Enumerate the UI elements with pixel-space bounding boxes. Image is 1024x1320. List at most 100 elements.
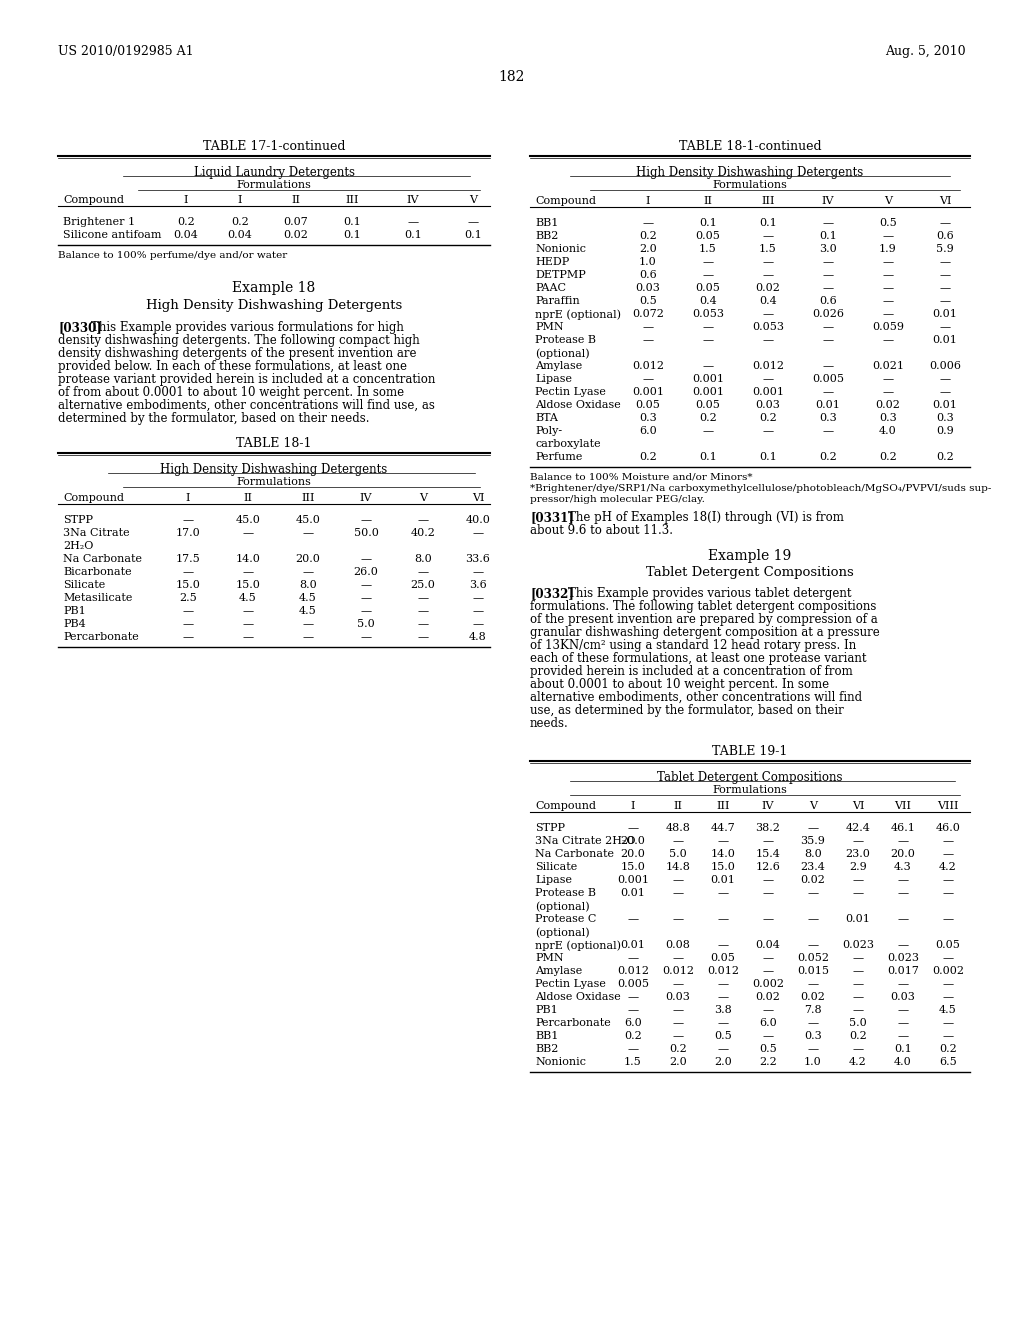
Text: 0.012: 0.012: [752, 360, 784, 371]
Text: Formulations: Formulations: [713, 180, 787, 190]
Text: —: —: [763, 231, 773, 242]
Text: 45.0: 45.0: [236, 515, 260, 525]
Text: —: —: [628, 1005, 639, 1015]
Text: Tablet Detergent Compositions: Tablet Detergent Compositions: [657, 771, 843, 784]
Text: —: —: [822, 282, 834, 293]
Text: —: —: [628, 1044, 639, 1053]
Text: —: —: [883, 231, 894, 242]
Text: Aldose Oxidase: Aldose Oxidase: [535, 993, 621, 1002]
Text: —: —: [673, 1018, 684, 1028]
Text: —: —: [182, 632, 194, 642]
Text: This Example provides various formulations for high: This Example provides various formulatio…: [91, 321, 403, 334]
Text: 0.03: 0.03: [756, 400, 780, 411]
Text: of the present invention are prepared by compression of a: of the present invention are prepared by…: [530, 612, 878, 626]
Text: 0.1: 0.1: [759, 451, 777, 462]
Text: alternative embodiments, other concentrations will find use, as: alternative embodiments, other concentra…: [58, 399, 435, 412]
Text: 0.1: 0.1: [699, 218, 717, 228]
Text: 5.9: 5.9: [936, 244, 954, 253]
Text: 0.026: 0.026: [812, 309, 844, 319]
Text: Formulations: Formulations: [237, 180, 311, 190]
Text: 6.5: 6.5: [939, 1057, 956, 1067]
Text: —: —: [763, 966, 773, 975]
Text: 0.015: 0.015: [797, 966, 829, 975]
Text: 0.05: 0.05: [695, 282, 721, 293]
Text: DETPMP: DETPMP: [535, 271, 586, 280]
Text: —: —: [418, 568, 429, 577]
Text: 0.5: 0.5: [714, 1031, 732, 1041]
Text: III: III: [761, 195, 775, 206]
Text: 14.8: 14.8: [666, 862, 690, 873]
Text: 0.6: 0.6: [639, 271, 656, 280]
Text: —: —: [808, 888, 818, 898]
Text: —: —: [718, 979, 728, 989]
Text: —: —: [628, 953, 639, 964]
Text: about 9.6 to about 11.3.: about 9.6 to about 11.3.: [530, 524, 673, 537]
Text: 0.012: 0.012: [632, 360, 664, 371]
Text: —: —: [718, 913, 728, 924]
Text: 2.5: 2.5: [179, 593, 197, 603]
Text: 0.1: 0.1: [894, 1044, 912, 1053]
Text: VI: VI: [939, 195, 951, 206]
Text: —: —: [852, 953, 863, 964]
Text: —: —: [763, 1031, 773, 1041]
Text: Nonionic: Nonionic: [535, 1057, 586, 1067]
Text: 4.8: 4.8: [469, 632, 486, 642]
Text: 0.2: 0.2: [759, 413, 777, 422]
Text: 15.0: 15.0: [711, 862, 735, 873]
Text: 0.2: 0.2: [639, 231, 656, 242]
Text: nprE (optional): nprE (optional): [535, 940, 621, 950]
Text: 2.0: 2.0: [669, 1057, 687, 1067]
Text: TABLE 18-1: TABLE 18-1: [237, 437, 311, 450]
Text: —: —: [822, 335, 834, 345]
Text: Compound: Compound: [535, 195, 596, 206]
Text: —: —: [673, 875, 684, 884]
Text: 0.5: 0.5: [759, 1044, 777, 1053]
Text: 0.4: 0.4: [699, 296, 717, 306]
Text: (optional): (optional): [535, 902, 590, 912]
Text: each of these formulations, at least one protease variant: each of these formulations, at least one…: [530, 652, 866, 665]
Text: 0.1: 0.1: [343, 216, 360, 227]
Text: [0331]: [0331]: [530, 511, 573, 524]
Text: Perfume: Perfume: [535, 451, 583, 462]
Text: —: —: [942, 875, 953, 884]
Text: use, as determined by the formulator, based on their: use, as determined by the formulator, ba…: [530, 704, 844, 717]
Text: Aldose Oxidase: Aldose Oxidase: [535, 400, 621, 411]
Text: VII: VII: [895, 801, 911, 810]
Text: —: —: [897, 1018, 908, 1028]
Text: 1.5: 1.5: [699, 244, 717, 253]
Text: —: —: [702, 360, 714, 371]
Text: —: —: [763, 836, 773, 846]
Text: 6.0: 6.0: [639, 426, 656, 436]
Text: —: —: [418, 632, 429, 642]
Text: —: —: [763, 953, 773, 964]
Text: I: I: [183, 195, 188, 205]
Text: 4.2: 4.2: [939, 862, 956, 873]
Text: 0.001: 0.001: [692, 374, 724, 384]
Text: 0.1: 0.1: [699, 451, 717, 462]
Text: 0.012: 0.012: [707, 966, 739, 975]
Text: Percarbonate: Percarbonate: [535, 1018, 610, 1028]
Text: 0.012: 0.012: [617, 966, 649, 975]
Text: —: —: [642, 322, 653, 333]
Text: Compound: Compound: [63, 195, 124, 205]
Text: Na Carbonate: Na Carbonate: [535, 849, 614, 859]
Text: 23.0: 23.0: [846, 849, 870, 859]
Text: —: —: [302, 632, 313, 642]
Text: V: V: [884, 195, 892, 206]
Text: —: —: [628, 822, 639, 833]
Text: formulations. The following tablet detergent compositions: formulations. The following tablet deter…: [530, 601, 877, 612]
Text: Nonionic: Nonionic: [535, 244, 586, 253]
Text: II: II: [703, 195, 713, 206]
Text: —: —: [852, 836, 863, 846]
Text: —: —: [822, 360, 834, 371]
Text: —: —: [360, 554, 372, 564]
Text: Silicate: Silicate: [63, 579, 105, 590]
Text: 20.0: 20.0: [296, 554, 321, 564]
Text: —: —: [883, 309, 894, 319]
Text: —: —: [808, 1018, 818, 1028]
Text: Formulations: Formulations: [713, 785, 787, 795]
Text: —: —: [642, 335, 653, 345]
Text: 0.5: 0.5: [880, 218, 897, 228]
Text: 0.02: 0.02: [876, 400, 900, 411]
Text: PMN: PMN: [535, 322, 563, 333]
